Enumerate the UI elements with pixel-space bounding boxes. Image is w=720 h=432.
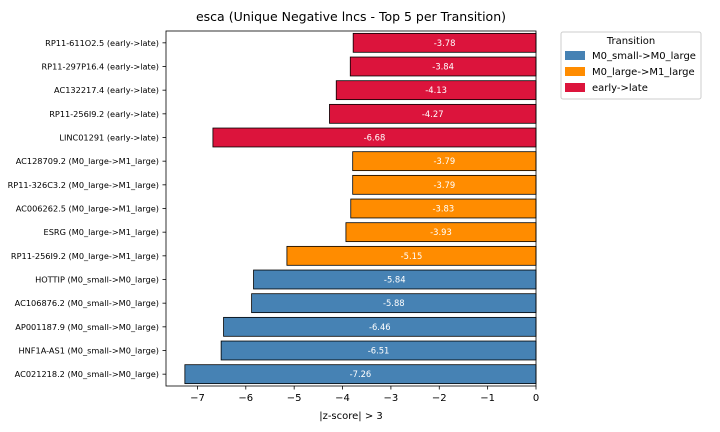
data-label: -3.79 <box>434 180 456 190</box>
x-tick-label: −4 <box>335 393 350 404</box>
y-tick-label: HNF1A-AS1 (M0_small->M0_large) <box>19 346 160 356</box>
bars-layer: -3.78 -3.84 -4.13 -4.27 -6.68 -3.79 -3.79 -3.83… <box>184 32 537 385</box>
y-tick-label: AC128709.2 (M0_large->M1_large) <box>16 156 159 166</box>
x-tick-label: −7 <box>190 393 205 404</box>
data-label: -6.46 <box>369 322 391 332</box>
data-label: -3.93 <box>430 227 452 237</box>
y-tick-label: RP11-297P16.4 (early->late) <box>41 62 159 72</box>
axes-layer: RP11-611O2.5 (early->late) RP11-297P16.4 … <box>8 30 539 404</box>
data-label: -3.84 <box>432 62 454 72</box>
data-label: -5.84 <box>384 275 406 285</box>
legend-swatch <box>565 83 585 92</box>
x-tick-label: −6 <box>238 393 253 404</box>
y-tick-label: RP11-256I9.2 (early->late) <box>49 109 159 119</box>
data-label: -4.27 <box>422 109 444 119</box>
y-tick-label: AC132217.4 (early->late) <box>54 85 159 95</box>
data-label: -6.68 <box>364 133 386 143</box>
data-label: -4.13 <box>425 85 447 95</box>
x-tick-label: −2 <box>432 393 447 404</box>
y-tick-label: RP11-611O2.5 (early->late) <box>45 38 159 48</box>
data-label: -6.51 <box>368 346 390 356</box>
y-tick-label: HOTTIP (M0_small->M0_large) <box>35 275 159 285</box>
y-tick-label: ESRG (M0_large->M1_large) <box>44 227 159 237</box>
data-label: -7.26 <box>350 369 372 379</box>
x-tick-label: −5 <box>287 393 302 404</box>
chart-title: esca (Unique Negative lncs - Top 5 per T… <box>196 9 506 24</box>
y-tick-label: AC006262.5 (M0_large->M1_large) <box>16 204 159 214</box>
data-label: -5.88 <box>383 298 405 308</box>
data-label: -3.79 <box>434 156 456 166</box>
y-tick-label: AC106876.2 (M0_small->M0_large) <box>15 298 159 308</box>
y-tick-label: LINC01291 (early->late) <box>59 133 159 143</box>
data-label: -5.15 <box>401 251 423 261</box>
legend-title: Transition <box>606 36 655 47</box>
plot-frame <box>165 30 537 387</box>
y-tick-label: AC021218.2 (M0_small->M0_large) <box>15 369 159 379</box>
legend-label: M0_large->M1_large <box>592 67 695 78</box>
x-tick-label: −1 <box>480 393 495 404</box>
legend-swatch <box>565 51 585 60</box>
x-tick-label: −3 <box>384 393 399 404</box>
data-label: -3.78 <box>434 38 456 48</box>
x-tick-label: 0 <box>533 393 539 404</box>
legend-label: M0_small->M0_large <box>592 51 696 62</box>
y-tick-label: RP11-326C3.2 (M0_large->M1_large) <box>8 180 159 190</box>
legend-frame <box>560 31 702 100</box>
legend: Transition M0_small->M0_large M0_large->M… <box>560 31 702 100</box>
legend-label: early->late <box>592 83 648 94</box>
legend-swatch <box>565 67 585 76</box>
data-label: -3.83 <box>433 204 455 214</box>
y-tick-label: RP11-256I9.2 (M0_large->M1_large) <box>11 251 159 261</box>
x-axis-label: |z-score| > 3 <box>319 411 383 422</box>
y-tick-label: AP001187.9 (M0_small->M0_large) <box>15 322 159 332</box>
